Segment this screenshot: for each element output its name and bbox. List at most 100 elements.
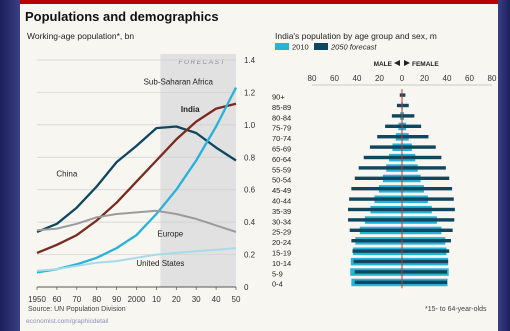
age-group-label: 55-59 [272,165,291,174]
series-label-europe: Europe [157,230,183,239]
background-left [0,0,20,331]
age-group-label: 15-19 [272,249,291,258]
footnote: *15- to 64-year-olds [425,306,487,313]
x-tick-label: 60 [52,295,61,304]
age-group-label: 0-4 [272,280,283,289]
x-tick-label: 70 [72,295,81,304]
age-group-label: 75-79 [272,124,291,133]
legend-label: 2010 [292,43,309,52]
bar-2050-male [354,280,402,284]
x-tick-label: 1950 [28,295,46,304]
bar-2050-male [348,218,402,222]
age-group-label: 85-89 [272,103,291,112]
x-tick-label: 50 [232,295,241,304]
y-tick-label: 0.8 [244,153,256,162]
bar-2050-female [402,249,450,253]
series-label-china: China [56,170,77,179]
age-group-label: 50-54 [272,176,291,185]
age-group-label: 25-29 [272,228,291,237]
male-direction-label: MALE [374,61,393,68]
bar-2050-female [402,259,449,264]
bar-2050-male [358,166,402,170]
x-tick-label: 80 [488,74,497,83]
bar-2050-male [354,270,402,274]
chart-page [20,0,498,331]
arrow-left-icon [394,60,400,66]
x-tick-label: 20 [420,74,429,83]
series-line-united-states [36,247,237,272]
arrow-right-icon [404,60,410,66]
series-line-europe [36,209,237,233]
x-tick-label: 60 [465,74,474,83]
legend-swatch [275,43,289,50]
source-note: Source: UN Population Division [28,306,126,313]
age-group-label: 70-74 [272,134,291,143]
bar-2050-female [402,280,447,284]
y-tick-label: 0.4 [244,218,256,227]
x-tick-label: 20 [172,295,181,304]
bar-2050-male [351,187,402,191]
bar-2050-female [402,166,446,170]
bar-2050-female [402,218,455,222]
bar-2050-female [402,176,450,180]
y-tick-label: 0.6 [244,186,256,195]
x-tick-label: 80 [92,295,101,304]
bar-2050-female [402,270,447,274]
line-chart-title: Working-age population*, bn [27,31,135,41]
age-group-label: 80-84 [272,113,291,122]
x-tick-label: 2000 [128,295,146,304]
series-label-sub-saharan-africa: Sub-Saharan Africa [144,77,214,86]
x-tick-label: 0 [400,74,405,83]
x-tick-label: 30 [192,295,201,304]
legend-swatch [314,43,328,50]
series-line-china [36,125,237,233]
bar-2050-male [391,114,402,118]
series-line-india [36,102,237,254]
bar-2050-female [402,197,454,201]
age-group-label: 5-9 [272,269,283,278]
age-group-label: 90+ [272,93,285,102]
y-tick-label: 0 [244,283,249,292]
bar-2050-male [354,176,402,180]
bar-2050-female [402,145,436,149]
age-group-label: 60-64 [272,155,291,164]
bar-2050-male [377,135,402,139]
bar-2050-female [402,207,455,212]
forecast-label: FORECAST [178,59,225,66]
bar-2050-male [363,155,402,160]
y-tick-label: 1.2 [244,88,256,97]
x-tick-label: 20 [375,74,384,83]
x-tick-label: 60 [330,74,339,83]
bar-2050-male [396,103,402,108]
bar-2050-female [402,93,406,97]
x-tick-label: 80 [308,74,317,83]
age-group-label: 40-44 [272,197,291,206]
bar-2050-male [385,124,402,128]
age-group-label: 35-39 [272,207,291,216]
bar-2050-male [369,145,402,149]
bar-2050-male [399,93,402,97]
bar-2050-male [351,239,402,243]
bar-2050-female [402,228,453,232]
legend-label: 2050 forecast [330,43,377,52]
bar-2050-male [349,228,402,232]
bar-2050-female [402,103,409,108]
age-group-label: 65-69 [272,145,291,154]
bar-2050-female [402,187,453,191]
x-tick-label: 40 [212,295,221,304]
bar-2050-female [402,114,415,118]
bar-2050-female [402,155,442,160]
series-label-india: India [181,105,200,114]
age-group-label: 45-49 [272,186,291,195]
female-direction-label: FEMALE [412,61,439,68]
x-tick-label: 90 [112,295,121,304]
x-tick-label: 40 [353,74,362,83]
page-title: Populations and demographics [25,9,219,24]
watermark: economist.com/graphicdetail [26,318,109,325]
bar-2050-male [352,249,402,253]
y-tick-label: 1.4 [244,56,256,65]
accent-bar [20,0,498,4]
bar-2050-male [348,207,402,212]
